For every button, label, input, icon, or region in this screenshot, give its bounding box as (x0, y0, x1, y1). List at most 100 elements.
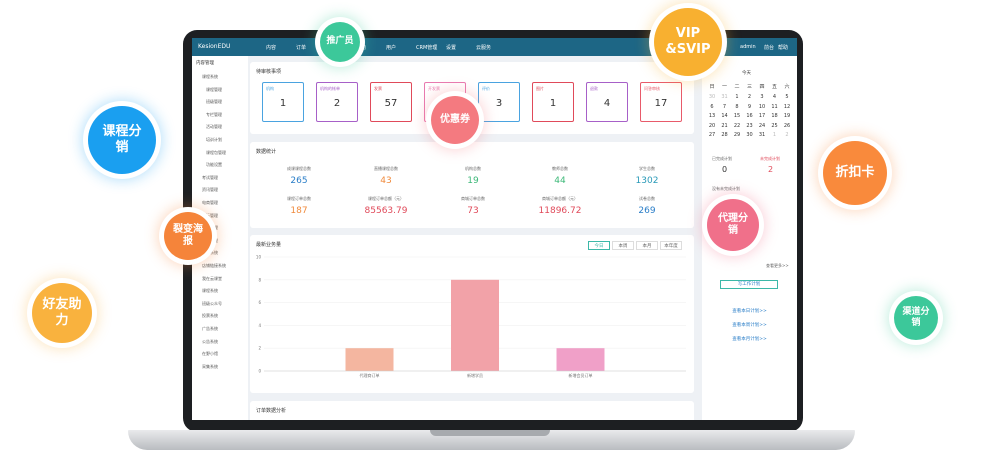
stat: 试卷总数 269 (604, 196, 690, 220)
sidebar-item[interactable]: 课程包管理 (206, 149, 226, 155)
pending-card[interactable]: 机构的帐单 2 (316, 82, 358, 122)
write-plan[interactable]: 写工作计划 (720, 280, 778, 289)
pending-card[interactable]: 退款 4 (586, 82, 628, 122)
sidebar-item[interactable]: 公告系统 (202, 338, 218, 344)
sidebar-item[interactable]: 专栏管理 (206, 111, 222, 117)
day[interactable]: 31 (758, 132, 766, 138)
plan-label: 未完成计划 (760, 156, 780, 161)
sidebar-item[interactable]: 班级管理 (206, 99, 222, 105)
sidebar-item[interactable]: 权限系统 (202, 250, 218, 256)
tab[interactable]: 今日 (588, 241, 610, 250)
panel-title: 订单数据分析 (256, 408, 287, 414)
day[interactable]: 10 (758, 103, 766, 110)
day[interactable]: 27 (708, 132, 716, 138)
sidebar-item[interactable]: 电商管理 (202, 200, 218, 205)
day[interactable]: 18 (771, 113, 778, 119)
day[interactable]: 30 (708, 94, 716, 100)
day[interactable]: 2 (747, 94, 752, 100)
day[interactable]: 9 (747, 103, 752, 110)
nav-item[interactable]: CRM管理 (416, 45, 438, 51)
card-count: 17 (654, 98, 668, 109)
sidebar-item[interactable]: 采集系统 (202, 363, 218, 369)
day[interactable]: 1 (735, 94, 739, 100)
panel-title: 待审核事项 (256, 69, 282, 75)
day[interactable]: 13 (708, 113, 716, 119)
day[interactable]: 17 (758, 113, 766, 119)
feature-bubble: 课程分销 (88, 106, 156, 174)
feature-bubble: 渠道分销 (894, 296, 938, 340)
day[interactable]: 16 (746, 113, 753, 119)
day[interactable]: 25 (771, 122, 778, 129)
day[interactable]: 21 (721, 122, 728, 129)
nav-link[interactable]: 帮助 (778, 45, 789, 51)
day[interactable]: 7 (722, 103, 727, 110)
sidebar-item[interactable]: 课程管理 (206, 86, 222, 92)
pending-card[interactable]: 问答审核 17 (640, 82, 682, 122)
sidebar-item[interactable]: 培训计划 (206, 137, 222, 142)
nav-item[interactable]: 云服务 (476, 45, 492, 51)
day[interactable]: 5 (785, 94, 789, 100)
sidebar-item[interactable]: 在野小馆 (202, 351, 218, 357)
day[interactable]: 29 (733, 132, 741, 138)
day[interactable]: 14 (721, 113, 728, 119)
day[interactable]: 26 (783, 122, 791, 129)
sidebar-item[interactable]: 活动管理 (206, 124, 222, 130)
nav-item[interactable]: 互动 (356, 45, 367, 51)
stat-label: 商城订单总数 (461, 196, 485, 201)
stat-label: 学生总数 (639, 166, 655, 171)
day[interactable]: 15 (733, 113, 741, 119)
day[interactable]: 30 (746, 132, 753, 138)
stat-value: 44 (554, 176, 566, 186)
more-link[interactable]: 查看更多>> (766, 263, 789, 268)
day[interactable]: 1 (772, 132, 777, 138)
day[interactable]: 11 (771, 103, 778, 110)
day[interactable]: 23 (746, 122, 753, 129)
sidebar-item[interactable]: 考试管理 (202, 174, 218, 180)
y-tick-label: 10 (256, 255, 262, 260)
day[interactable]: 20 (708, 122, 716, 129)
plan-link[interactable]: 查看本日计划>> (732, 309, 767, 314)
day[interactable]: 2 (785, 132, 789, 138)
stat-label: 成课课程总数 (287, 166, 311, 171)
sidebar-item[interactable]: 我在云课堂 (202, 275, 222, 281)
pending-card[interactable]: 评价 3 (478, 82, 520, 122)
nav-item[interactable]: 内容 (266, 45, 277, 51)
sidebar-item[interactable]: 课程系统 (202, 288, 218, 294)
day[interactable]: 3 (760, 94, 764, 100)
pending-card[interactable]: 图片 1 (532, 82, 574, 122)
sidebar-item[interactable]: 课程系统 (202, 74, 218, 79)
tab[interactable]: 本年度 (660, 241, 682, 250)
tab[interactable]: 本周 (612, 241, 634, 250)
stat: 商城订单总额（元） 11896.72 (517, 196, 603, 220)
stat-label: 机构总数 (465, 166, 481, 171)
nav-item[interactable]: 设置 (446, 45, 457, 51)
pending-card[interactable]: 发票 57 (370, 82, 412, 122)
sidebar-item[interactable]: 资讯管理 (202, 187, 218, 193)
day[interactable]: 19 (783, 113, 791, 119)
sidebar-item[interactable]: 班级公众号 (202, 300, 222, 306)
day[interactable]: 24 (758, 122, 766, 129)
sidebar-item[interactable]: 店铺链接系统 (202, 263, 226, 268)
day[interactable]: 28 (721, 132, 728, 138)
day[interactable]: 12 (783, 103, 791, 110)
day[interactable]: 4 (772, 94, 777, 100)
day[interactable]: 8 (735, 103, 739, 110)
pending-card[interactable]: 机构 1 (262, 82, 304, 122)
stat-value: 43 (380, 176, 392, 186)
plan-link[interactable]: 查看本周计划>> (732, 323, 767, 328)
sidebar-item[interactable]: 功能设置 (206, 162, 222, 168)
plan-link[interactable]: 查看本月计划>> (732, 337, 767, 342)
nav-link[interactable]: 前台 (764, 45, 775, 51)
day[interactable]: 31 (721, 94, 728, 100)
sidebar-item[interactable]: 论坛管理 (202, 212, 218, 218)
nav-item[interactable]: 用户 (386, 45, 397, 51)
sidebar-item[interactable]: 广告系统 (202, 326, 218, 331)
calendar-today: 今天 (742, 71, 751, 76)
nav-item[interactable]: 订单 (296, 45, 307, 51)
nav-user[interactable]: admin (740, 44, 756, 50)
tab[interactable]: 本月 (636, 241, 658, 250)
stat-value: 19 (467, 176, 479, 186)
day[interactable]: 22 (733, 122, 741, 129)
day[interactable]: 6 (710, 103, 714, 110)
sidebar-item[interactable]: 投票系统 (202, 313, 218, 319)
